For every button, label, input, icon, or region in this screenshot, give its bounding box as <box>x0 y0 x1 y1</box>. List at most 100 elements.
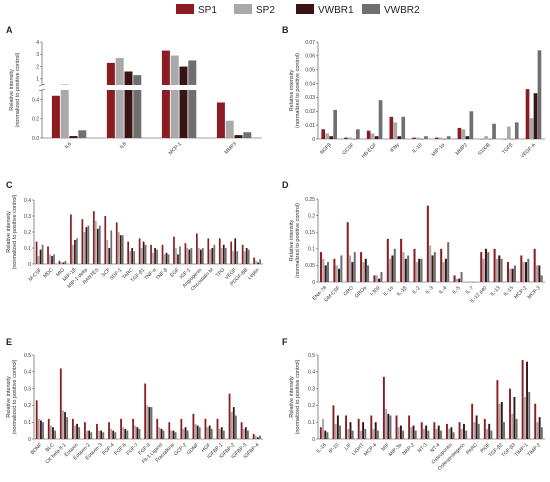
bar-vwbr2-gro- <box>367 265 369 282</box>
bar-sp2-il8-upper <box>116 58 124 85</box>
bar-vwbr2-timp-1 <box>528 392 530 439</box>
legend-swatch <box>176 4 194 14</box>
bar-vwbr2-s100b <box>492 124 496 139</box>
x-tick-label: MCP-3 <box>526 285 541 300</box>
bar-vwbr1-bdnf <box>40 421 42 439</box>
x-tick-label: SDF-1 <box>109 267 124 282</box>
bar-vwbr2-tnf- <box>168 254 170 264</box>
y-tick-label: 0.03 <box>305 95 315 101</box>
bar-sp2-flt-3-ligand <box>158 427 160 439</box>
bar-sp2-vegf <box>232 251 234 264</box>
bar-sp2-mcp-1-upper <box>171 56 179 85</box>
bar-sp2-ip-10 <box>335 424 337 439</box>
bar-sp1-il-13 <box>494 249 496 282</box>
bar-sp2-hgf <box>207 427 209 439</box>
bar-sp2-igf-1 <box>187 248 189 264</box>
bar-vwbr2-osteoprotegerin <box>465 431 467 439</box>
panel-letter: B <box>282 25 289 35</box>
bar-sp1-il-1- <box>387 239 389 282</box>
bar-sp2-bdnf <box>38 419 40 439</box>
y-axis-label-2: (normalized to positive control) <box>12 359 18 434</box>
bar-vwbr2-mcp-4 <box>377 431 379 439</box>
bar-sp1-mdc <box>47 246 49 264</box>
bar-sp1-gcsf <box>344 138 348 139</box>
y-tick-label: 0.0 <box>32 136 39 142</box>
bar-vwbr2-fractalkine <box>175 432 177 439</box>
y-tick-label: 0 <box>28 262 31 268</box>
bar-vwbr1-il-1- <box>405 259 407 282</box>
bar-sp2-m-csf <box>38 256 40 264</box>
legend-label: VWBR2 <box>384 5 420 16</box>
y-tick-label: 0.5 <box>24 353 31 359</box>
x-tick-label: GROα <box>354 285 368 299</box>
x-tick-label: LIF <box>344 442 353 451</box>
bar-vwbr2-il-3 <box>434 252 436 282</box>
x-tick-label: TIMP-2 <box>526 442 542 458</box>
bar-sp2-mip-1-delta <box>84 232 86 264</box>
bar-sp1-tgf-2 <box>496 380 498 439</box>
bar-vwbr2-mig <box>65 261 67 264</box>
bar-sp2-il6-upper <box>61 84 69 85</box>
bar-vwbr1-ck-beta-8-1 <box>64 412 66 439</box>
bar-sp1-osteoprotegerin <box>459 422 461 439</box>
bar-sp2-il-1- <box>389 259 391 282</box>
legend-label: SP2 <box>256 5 275 16</box>
bar-sp2-tnf- <box>152 253 154 264</box>
bar-sp2-tgf-3 <box>511 414 513 439</box>
bar-vwbr1-tgf-1 <box>143 242 145 264</box>
bar-vwbr2-flt-3-ligand <box>163 431 165 439</box>
bar-sp1-il8-upper <box>107 63 115 85</box>
y-tick-label: 1 <box>36 77 39 83</box>
bar-vwbr1-fgf-6 <box>124 429 126 439</box>
y-tick-label: 0.4 <box>308 370 315 376</box>
x-tick-label: TNF-β <box>155 267 169 281</box>
bar-sp1-il-3 <box>427 206 429 282</box>
legend-swatch <box>234 4 252 14</box>
x-tick-label: IL6 <box>64 141 73 150</box>
bar-vwbr2-bdnf <box>42 422 44 439</box>
x-tick-label: M-CSF <box>28 267 43 282</box>
bar-vwbr2-mmp3 <box>243 132 251 138</box>
x-tick-label: NT-3 <box>417 442 429 454</box>
y-tick-label: 0.25 <box>305 197 315 203</box>
bar-sp1-tarc <box>127 242 129 264</box>
bar-vwbr2-i-309 <box>380 272 382 282</box>
y-tick-label: 0.1 <box>24 246 31 252</box>
bar-vwbr1-flt-3-ligand <box>161 429 163 439</box>
bar-sp2-fgf-7 <box>134 426 136 439</box>
bar-sp2-tpo <box>221 248 223 264</box>
bar-sp2-gro- <box>362 262 364 282</box>
bar-sp1-il8-lower <box>107 90 115 138</box>
bar-vwbr2-tgf-3 <box>516 419 518 439</box>
bar-sp1-igfbp-1 <box>217 419 219 439</box>
bar-sp1-gcp-2 <box>180 419 182 439</box>
bar-vwbr2-vegf-a <box>538 50 542 139</box>
bar-sp2-tnf- <box>164 254 166 264</box>
bar-vwbr1-timp-1 <box>526 362 528 439</box>
bar-sp1-tpo <box>219 238 221 264</box>
bar-sp1-il6 <box>52 96 60 138</box>
bar-sp1-igfbp-4 <box>253 434 255 439</box>
bar-vwbr1-mif <box>387 414 389 439</box>
bar-vwbr1-mcp-3 <box>538 265 540 282</box>
bar-vwbr1-egf <box>177 254 179 264</box>
bar-vwbr1-il8-upper <box>125 71 133 85</box>
bar-sp2-leptin <box>255 261 257 264</box>
bar-sp2-osteoprotegerin <box>461 429 463 439</box>
y-tick-label: 0 <box>312 280 315 286</box>
bar-sp2-mmp2 <box>462 129 466 139</box>
bar-sp2-s100b <box>484 136 488 139</box>
legend-item-sp1: SP1 <box>176 4 217 16</box>
bar-vwbr1-il-13 <box>498 255 500 282</box>
bar-vwbr2-il-1- <box>407 255 409 282</box>
bar-sp2-nt-3 <box>423 429 425 439</box>
bar-vwbr1-gro- <box>365 259 367 282</box>
bar-vwbr1-il-16 <box>324 431 326 439</box>
y-tick-label: 0.5 <box>308 353 315 359</box>
x-tick-label: IP-10 <box>328 442 341 455</box>
bar-sp2-rantes <box>95 221 97 264</box>
bar-sp2-fgf-9 <box>146 405 148 439</box>
bar-sp1-light <box>358 419 360 439</box>
bar-vwbr2-ena-78 <box>327 262 329 282</box>
